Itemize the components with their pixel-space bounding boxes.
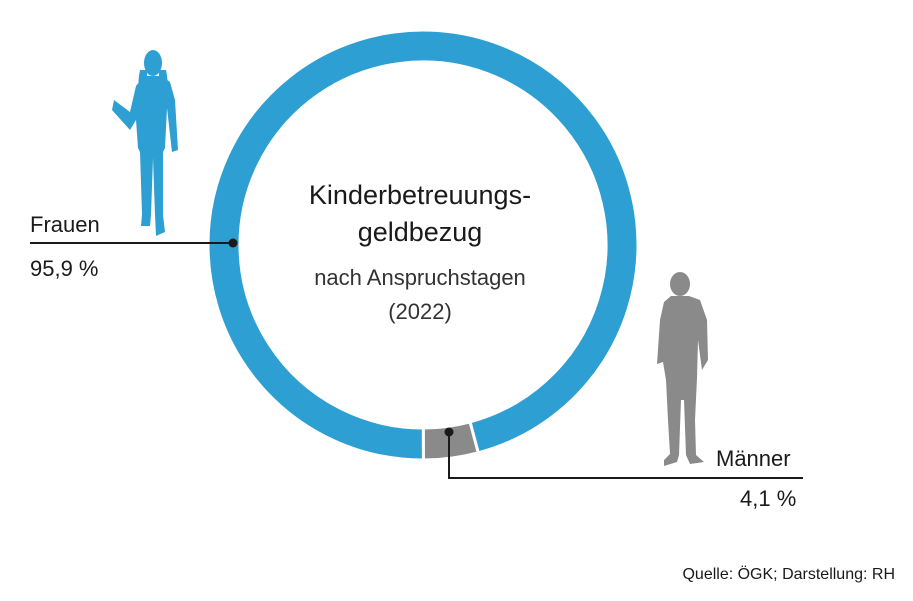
chart-subtitle: nach Anspruchstagen (2022) [250, 265, 590, 325]
slice-maenner [421, 420, 481, 462]
slice-name-maenner: Männer [716, 446, 791, 471]
slice-frauen [206, 28, 640, 462]
subtitle-line-1: nach Anspruchstagen [314, 265, 526, 290]
slice-name-frauen: Frauen [30, 212, 100, 237]
frauen-leader [30, 238, 238, 248]
woman-icon [112, 50, 178, 236]
subtitle-line-2: (2022) [388, 299, 452, 324]
maenner-leader [444, 427, 803, 479]
slice-value-frauen: 95,9 % [30, 256, 99, 281]
title-line-1: Kinderbetreuungs- [308, 180, 532, 210]
source-note: Quelle: ÖGK; Darstellung: RH [682, 566, 895, 583]
chart-title: Kinderbetreuungs- geldbezug [250, 180, 590, 248]
man-icon [657, 272, 708, 466]
title-line-2: geldbezug [357, 217, 483, 247]
slice-value-maenner: 4,1 % [740, 486, 797, 511]
